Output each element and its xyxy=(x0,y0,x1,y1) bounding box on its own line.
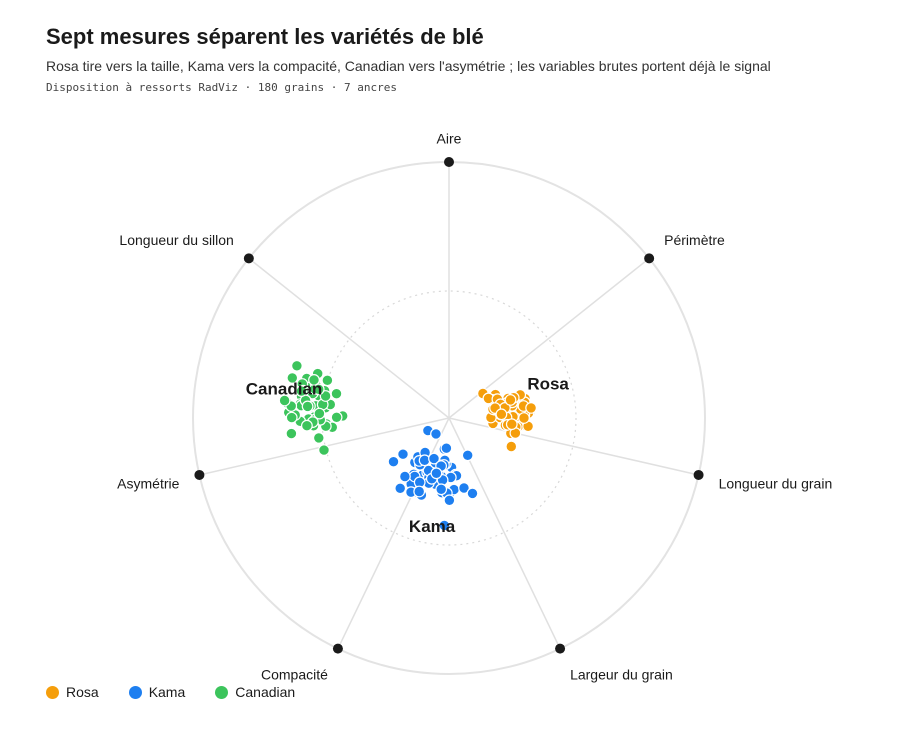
anchor-label: Périmètre xyxy=(664,232,725,248)
data-point xyxy=(440,442,453,455)
data-point xyxy=(291,359,303,372)
legend-item: Rosa xyxy=(46,684,99,700)
chart-caption: Disposition à ressorts RadViz · 180 grai… xyxy=(46,81,397,94)
legend-item: Kama xyxy=(128,684,186,700)
anchor-point xyxy=(332,643,343,654)
data-point xyxy=(301,419,313,432)
data-point xyxy=(312,383,325,396)
data-point xyxy=(387,455,400,468)
data-point xyxy=(525,402,537,414)
anchor-point xyxy=(555,643,566,654)
data-point xyxy=(394,482,407,495)
anchor-spokes xyxy=(199,162,699,649)
data-point xyxy=(461,449,474,462)
data-point xyxy=(330,387,343,400)
anchor-spoke xyxy=(448,417,699,476)
legend-label: Rosa xyxy=(66,684,99,700)
data-point xyxy=(397,448,409,461)
anchor-label: Asymétrie xyxy=(117,476,179,492)
anchor-label: Longueur du sillon xyxy=(119,232,233,248)
legend: Rosa Kama Canadian xyxy=(46,684,295,700)
anchor-point xyxy=(243,253,254,264)
anchor-point xyxy=(444,157,454,167)
data-point xyxy=(438,519,451,532)
data-point xyxy=(430,428,442,440)
anchor-label: Aire xyxy=(437,131,462,147)
data-point xyxy=(301,400,314,413)
chart-subtitle: Rosa tire vers la taille, Kama vers la c… xyxy=(46,58,771,74)
data-point xyxy=(313,407,326,420)
data-point xyxy=(330,411,343,424)
data-point xyxy=(418,454,431,467)
data-point xyxy=(278,394,291,407)
data-point xyxy=(505,418,518,431)
series-canadian xyxy=(278,359,349,457)
data-point xyxy=(430,467,443,480)
inner-dashed-circle xyxy=(321,290,577,546)
data-point xyxy=(285,411,298,424)
data-point xyxy=(286,372,299,384)
anchor-labels: Aire Périmètre Longueur du grain Largeur du… xyxy=(117,131,832,683)
cluster-label: Canadian xyxy=(246,380,323,399)
data-point xyxy=(312,432,325,444)
data-point xyxy=(285,427,298,440)
anchor-point xyxy=(644,253,655,264)
data-point xyxy=(321,374,334,387)
legend-item: Canadian xyxy=(215,684,295,700)
cluster-label: Kama xyxy=(409,517,456,536)
series-kama xyxy=(387,424,479,532)
chart-title: Sept mesures séparent les variétés de bl… xyxy=(46,24,484,49)
data-point xyxy=(495,408,508,421)
data-point xyxy=(435,483,448,496)
anchor-point xyxy=(693,469,704,480)
legend-label: Kama xyxy=(148,684,186,700)
data-point xyxy=(308,374,320,386)
anchor-points xyxy=(194,157,704,654)
data-point xyxy=(458,482,470,494)
anchor-label: Compacité xyxy=(261,666,328,682)
data-point xyxy=(399,470,411,483)
anchor-label: Largeur du grain xyxy=(570,666,673,682)
data-point xyxy=(518,412,530,424)
data-point xyxy=(443,494,456,507)
legend-swatch xyxy=(215,685,229,699)
legend-label: Canadian xyxy=(235,684,296,700)
data-point xyxy=(318,444,330,457)
anchor-point xyxy=(194,469,205,480)
anchor-label: Longueur du grain xyxy=(719,476,833,492)
legend-swatch xyxy=(128,685,142,699)
data-point xyxy=(505,440,518,453)
cluster-label: Rosa xyxy=(527,374,569,393)
data-points xyxy=(278,359,537,532)
series-rosa xyxy=(477,387,537,453)
cluster-labels: Rosa Kama Canadian xyxy=(246,374,570,535)
data-point xyxy=(466,487,479,500)
data-point xyxy=(428,452,440,465)
legend-swatch xyxy=(46,685,59,699)
data-point xyxy=(295,385,308,398)
anchor-spoke xyxy=(248,257,450,419)
data-point xyxy=(504,394,517,406)
data-point xyxy=(413,485,426,498)
